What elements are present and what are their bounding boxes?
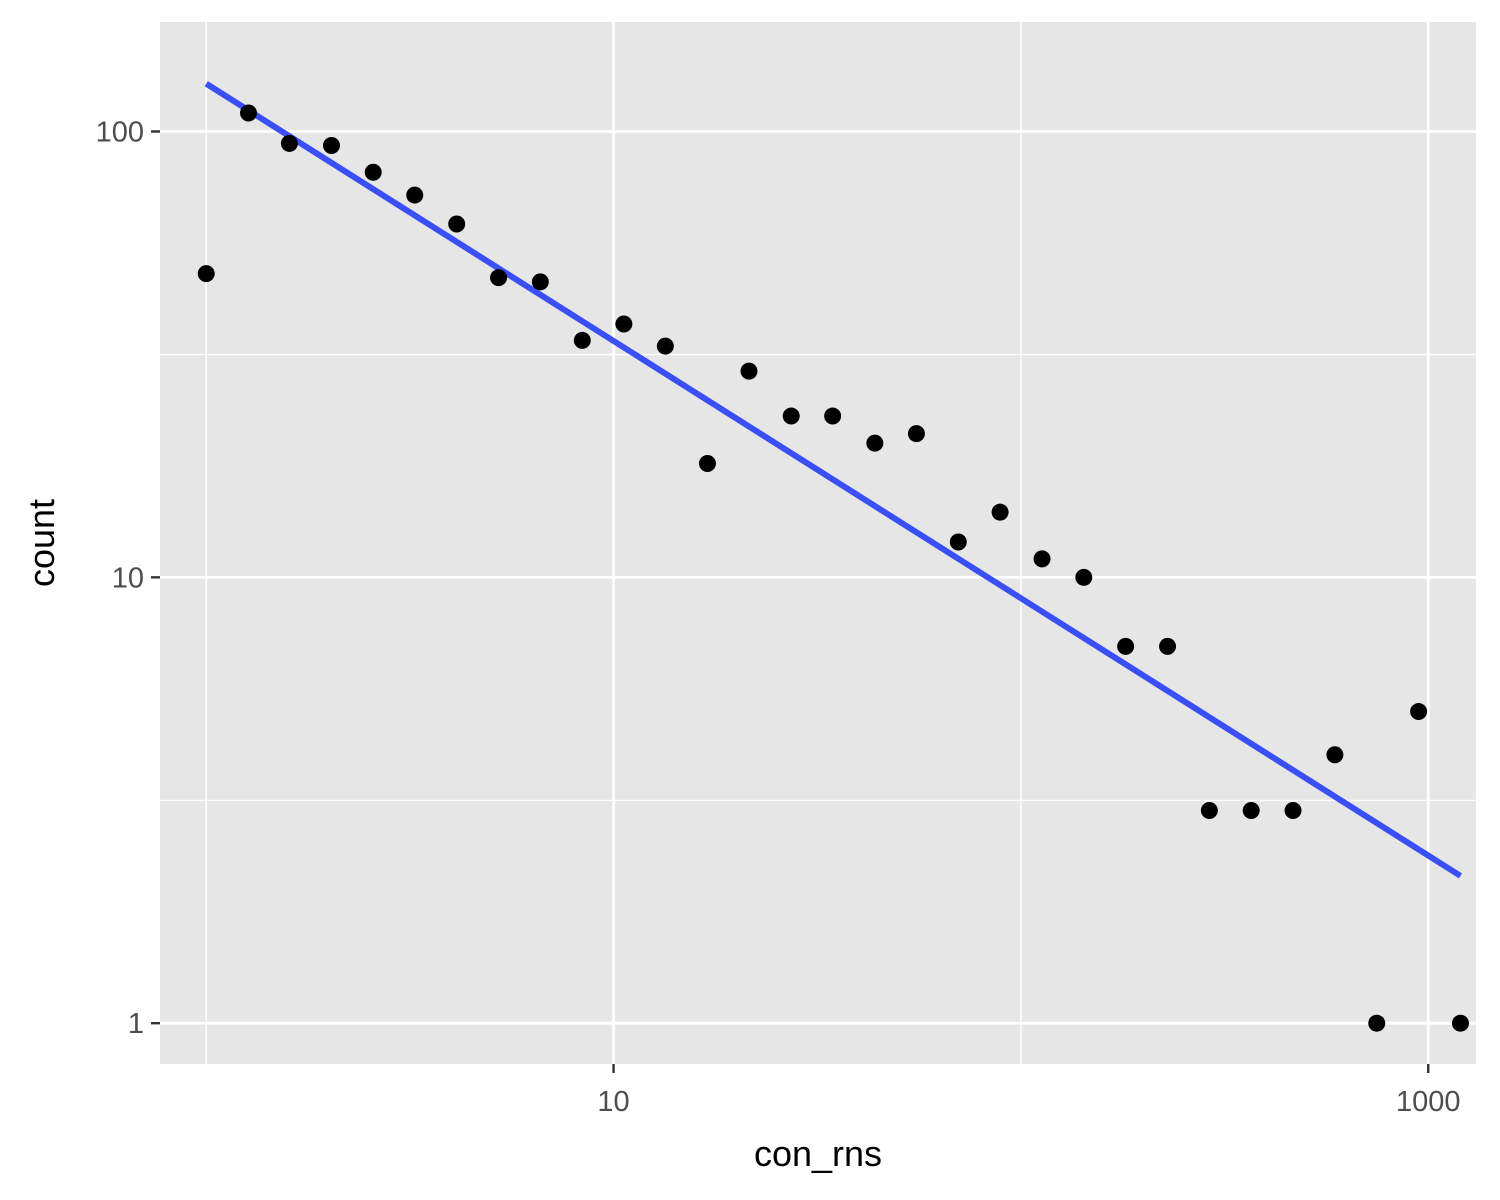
- data-point: [490, 269, 508, 287]
- x-tick-label: 1000: [1396, 1086, 1461, 1118]
- data-point: [949, 533, 967, 551]
- data-point: [573, 331, 591, 349]
- data-point: [615, 315, 633, 333]
- data-point: [364, 163, 382, 181]
- y-axis-title: count: [21, 499, 62, 587]
- data-point: [280, 134, 298, 152]
- data-point: [698, 455, 716, 473]
- data-point: [1284, 801, 1302, 819]
- data-point: [1242, 801, 1260, 819]
- data-point: [656, 337, 674, 355]
- data-point: [1451, 1014, 1469, 1032]
- data-point: [322, 137, 340, 155]
- data-point: [531, 273, 549, 291]
- data-point: [740, 362, 758, 380]
- data-point: [991, 503, 1009, 521]
- minor-gridlines: [160, 22, 1476, 1064]
- data-point: [824, 407, 842, 425]
- data-point: [1410, 703, 1428, 721]
- data-points: [197, 104, 1469, 1032]
- data-point: [1200, 801, 1218, 819]
- data-point: [866, 434, 884, 452]
- data-point: [406, 186, 424, 204]
- x-axis-title: con_rns: [754, 1133, 882, 1174]
- data-point: [907, 425, 925, 443]
- data-point: [782, 407, 800, 425]
- data-point: [240, 104, 258, 122]
- data-point: [197, 265, 215, 283]
- data-point: [1159, 637, 1177, 655]
- major-gridlines: [160, 22, 1476, 1064]
- y-tick-label: 1: [128, 1008, 144, 1040]
- data-point: [1368, 1014, 1386, 1032]
- regression-line: [204, 81, 1463, 879]
- data-point: [448, 215, 466, 233]
- y-tick-label: 100: [96, 116, 144, 148]
- x-tick-label: 10: [597, 1086, 629, 1118]
- data-point: [1033, 550, 1051, 568]
- data-point: [1326, 746, 1344, 764]
- data-point: [1075, 568, 1093, 586]
- data-point: [1117, 637, 1135, 655]
- y-tick-label: 10: [112, 562, 144, 594]
- regression-line-layer: [204, 81, 1463, 879]
- x-axis: 10 1000: [597, 1064, 1460, 1118]
- y-axis: 1 10 100: [96, 116, 160, 1040]
